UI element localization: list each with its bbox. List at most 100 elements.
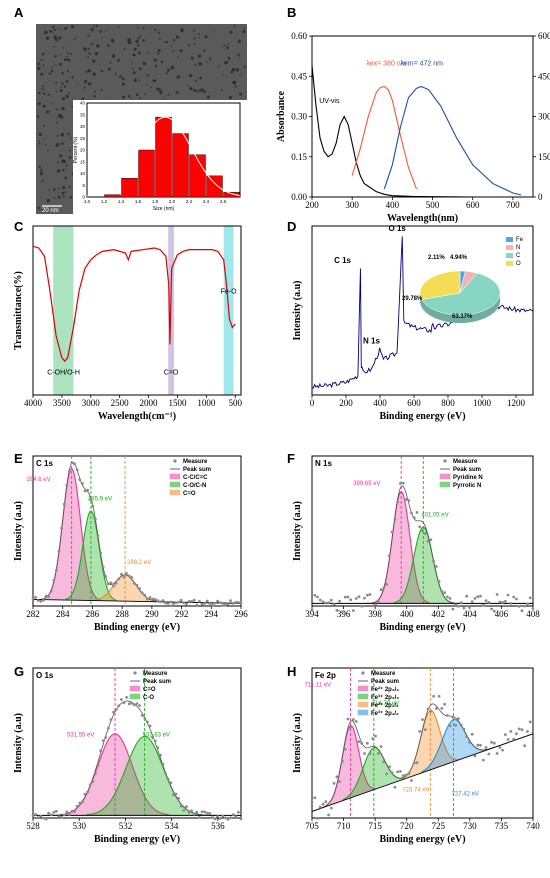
measured-point bbox=[401, 481, 405, 485]
panel-e-x-tick-label: 282 bbox=[26, 609, 40, 619]
panel-d-x-tick-label: 200 bbox=[339, 398, 353, 408]
tem-particle bbox=[189, 87, 193, 91]
measured-point bbox=[91, 504, 95, 508]
measured-point bbox=[187, 811, 191, 814]
tem-particle bbox=[57, 161, 60, 164]
measured-point bbox=[429, 538, 433, 542]
tem-particle bbox=[203, 49, 206, 52]
measured-point bbox=[117, 577, 121, 581]
tem-particle bbox=[61, 142, 64, 145]
measured-point bbox=[374, 603, 377, 607]
measured-point bbox=[484, 746, 488, 749]
inset-y-tick-label: 15 bbox=[80, 159, 86, 164]
inset-y-tick-label: 0 bbox=[82, 195, 85, 200]
measured-point bbox=[216, 815, 220, 818]
inset-x-tick-label: 1.8 bbox=[152, 199, 159, 204]
legend-swatch bbox=[169, 489, 181, 496]
tem-particle bbox=[138, 79, 140, 82]
pie-legend-swatch bbox=[506, 261, 513, 266]
measured-point bbox=[374, 734, 377, 738]
measured-point bbox=[211, 816, 214, 819]
histogram-bar bbox=[206, 175, 223, 198]
measured-point bbox=[55, 568, 58, 572]
measured-point bbox=[310, 800, 314, 804]
measured-point bbox=[357, 595, 361, 599]
tem-particle bbox=[41, 52, 45, 56]
spectrum-line-2 bbox=[383, 85, 522, 196]
measured-point bbox=[146, 597, 149, 601]
measured-point bbox=[476, 595, 480, 599]
measured-point bbox=[421, 529, 424, 533]
measured-point bbox=[99, 551, 102, 555]
panel-c-x-tick-label: 500 bbox=[228, 398, 242, 408]
pie-percent-label: 2.11% bbox=[428, 255, 445, 261]
measured-point bbox=[216, 599, 220, 603]
tem-particle bbox=[209, 59, 212, 61]
measured-point bbox=[432, 559, 435, 563]
panel-e-x-tick-label: 284 bbox=[56, 609, 70, 619]
measured-point bbox=[208, 812, 212, 815]
measured-point bbox=[88, 783, 92, 787]
panel-h-x-tick-label: 710 bbox=[337, 821, 351, 831]
tem-particle bbox=[42, 64, 45, 67]
measured-point bbox=[349, 725, 353, 729]
measured-point bbox=[122, 575, 126, 579]
tem-particle bbox=[90, 28, 94, 32]
measured-point bbox=[365, 741, 369, 745]
tem-particle bbox=[37, 206, 41, 210]
measured-point bbox=[404, 498, 408, 501]
measured-point bbox=[492, 741, 496, 745]
panel-label: E bbox=[14, 451, 23, 466]
tem-particle bbox=[232, 81, 236, 85]
y-tick-label-right: 150 bbox=[538, 152, 550, 162]
tem-particle bbox=[170, 65, 175, 70]
peak-position-label: 723.74 eV bbox=[402, 788, 429, 794]
measured-point bbox=[70, 461, 74, 465]
legend-label: Measure bbox=[453, 459, 478, 465]
y-tick-label: 0.00 bbox=[291, 192, 307, 202]
measured-point bbox=[159, 753, 162, 757]
measured-point bbox=[316, 595, 319, 599]
tem-particle bbox=[58, 187, 60, 190]
measured-point bbox=[321, 600, 325, 604]
measured-point bbox=[523, 604, 527, 608]
legend-swatch bbox=[357, 685, 369, 692]
tem-particle bbox=[138, 67, 142, 71]
panel-e-x-tick-label: 294 bbox=[205, 609, 219, 619]
measured-point bbox=[112, 710, 115, 714]
tem-particle bbox=[41, 88, 43, 90]
measured-point bbox=[459, 723, 463, 727]
tem-particle bbox=[83, 47, 87, 51]
legend-swatch bbox=[129, 693, 141, 700]
tem-particle bbox=[198, 33, 200, 36]
measured-point bbox=[213, 601, 217, 605]
measured-point bbox=[457, 717, 460, 720]
measured-point bbox=[231, 601, 235, 605]
measured-point bbox=[234, 815, 238, 819]
panel-label: C bbox=[14, 219, 24, 234]
tem-particle bbox=[95, 24, 98, 28]
measured-point bbox=[501, 748, 504, 752]
peak-position-label: 285.9 eV bbox=[88, 497, 112, 503]
inset-y-tick-label: 25 bbox=[80, 136, 86, 141]
measured-point bbox=[86, 488, 89, 492]
tem-particle bbox=[60, 132, 65, 137]
measured-point bbox=[528, 596, 532, 600]
measured-point bbox=[329, 598, 333, 602]
measured-point bbox=[454, 603, 458, 607]
tem-particle bbox=[154, 28, 157, 31]
measured-point bbox=[526, 602, 529, 606]
panel-h-x-tick-label: 730 bbox=[463, 821, 477, 831]
panel-label: G bbox=[14, 664, 24, 679]
measured-point bbox=[148, 724, 152, 728]
tem-particle bbox=[83, 86, 86, 89]
measured-point bbox=[47, 811, 50, 815]
measured-point bbox=[39, 814, 43, 818]
inset-y-tick-label: 5 bbox=[82, 183, 85, 188]
tem-particle bbox=[55, 81, 58, 84]
y-tick-label: 0.30 bbox=[291, 112, 307, 122]
emission-label: λem= 472 nm bbox=[400, 61, 443, 68]
measured-point bbox=[512, 737, 516, 741]
measured-point bbox=[324, 601, 328, 605]
tem-particle bbox=[88, 52, 91, 55]
